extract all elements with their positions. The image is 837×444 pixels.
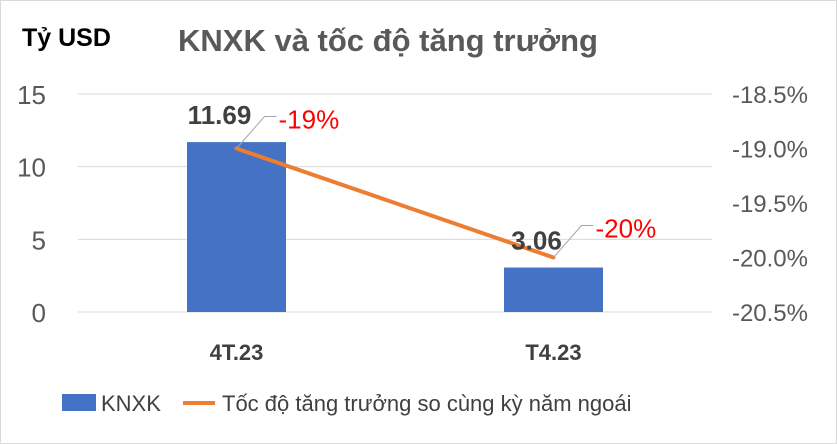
legend: KNXK Tốc độ tăng trưởng so cùng kỳ năm n… bbox=[62, 391, 632, 416]
growth-line-path bbox=[234, 146, 556, 260]
category-label: T4.23 bbox=[525, 340, 581, 365]
growth-value-label: -19% bbox=[279, 105, 340, 135]
growth-line bbox=[234, 146, 556, 260]
growth-value-label: -20% bbox=[596, 214, 657, 244]
right-tick-label: -19.0% bbox=[732, 137, 808, 164]
bar-value-label: 11.69 bbox=[188, 100, 252, 130]
left-tick-label: 5 bbox=[32, 225, 46, 255]
bars bbox=[187, 142, 603, 312]
right-tick-label: -20.0% bbox=[732, 246, 808, 273]
leader-line bbox=[236, 116, 277, 149]
left-tick-label: 10 bbox=[17, 153, 46, 183]
right-tick-label: -18.5% bbox=[732, 82, 808, 109]
gridlines bbox=[78, 93, 712, 313]
left-tick-label: 15 bbox=[17, 80, 46, 110]
chart-title: KNXK và tốc độ tăng trưởng bbox=[178, 23, 598, 58]
leader-line bbox=[553, 225, 594, 258]
bar-value-label: 3.06 bbox=[511, 226, 562, 256]
data-labels: 11.69 3.06 -19% -20% bbox=[188, 100, 657, 258]
bar-4T.23 bbox=[187, 142, 286, 312]
axes: 0 5 10 15 -20.5% -20.0% -19.5% -19.0% -18.5% 4T.2… bbox=[17, 80, 808, 365]
right-tick-label: -19.5% bbox=[732, 191, 808, 218]
bar-T4.23 bbox=[504, 267, 603, 312]
legend-swatch-knxk bbox=[62, 394, 96, 411]
y-axis-unit-label: Tỷ USD bbox=[22, 24, 111, 52]
right-tick-label: -20.5% bbox=[732, 300, 808, 327]
legend-label-knxk: KNXK bbox=[101, 391, 161, 416]
legend-label-growth: Tốc độ tăng trưởng so cùng kỳ năm ngoái bbox=[222, 391, 632, 416]
left-tick-label: 0 bbox=[32, 298, 46, 328]
category-label: 4T.23 bbox=[210, 340, 264, 365]
